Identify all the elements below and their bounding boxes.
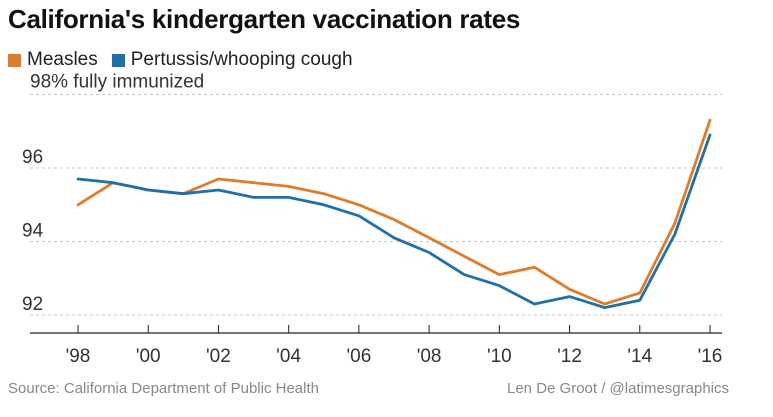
legend-swatch-pertussis [111, 53, 125, 67]
legend-swatch-measles [8, 53, 21, 67]
x-tick-label-0: '98 [66, 346, 91, 367]
x-tick-label-2: '02 [206, 346, 231, 367]
x-tick-label-4: '06 [347, 346, 372, 367]
x-tick-label-1: '00 [136, 346, 161, 367]
legend-label-measles: Measles [27, 49, 98, 70]
series-line-pertussis [76, 133, 712, 310]
y-tick-label-3: 92 [22, 294, 43, 315]
y-tick-label-1: 96 [22, 147, 43, 168]
series-line-measles [76, 118, 712, 306]
y-tick-label-0: 98% fully immunized [30, 72, 204, 93]
legend: Measles Pertussis/whooping cough [8, 49, 367, 71]
x-tick-label-8: '14 [627, 346, 652, 367]
x-tick-label-3: '04 [276, 346, 301, 367]
legend-item-measles: Measles [8, 49, 98, 71]
legend-label-pertussis: Pertussis/whooping cough [130, 49, 353, 70]
x-tick-label-5: '08 [417, 346, 442, 367]
chart-title: California's kindergarten vaccination ra… [8, 4, 521, 34]
source-note: Source: California Department of Public … [8, 380, 319, 397]
legend-item-pertussis: Pertussis/whooping cough [111, 49, 353, 71]
x-tick-label-9: '16 [698, 346, 723, 367]
y-tick-label-2: 94 [22, 221, 44, 242]
x-tick-label-6: '10 [487, 346, 512, 367]
x-tick-label-7: '12 [557, 346, 582, 367]
credit-note: Len De Groot / @latimesgraphics [507, 380, 729, 397]
